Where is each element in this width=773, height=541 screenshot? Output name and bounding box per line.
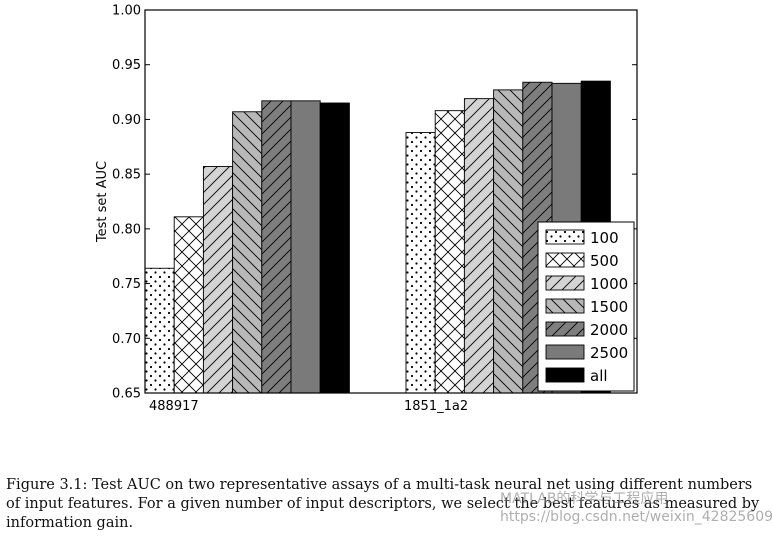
y-axis-label: Test set AUC: [95, 161, 110, 243]
legend-label: 2500: [590, 344, 628, 362]
y-tick-label: 1.00: [112, 4, 141, 19]
y-tick-label: 0.65: [112, 387, 141, 402]
watermark-line-2: https://blog.csdn.net/weixin_42825609: [500, 509, 773, 525]
y-axis: 0.65 0.70 0.75 0.80 0.85 0.90 0.95 1.00: [112, 4, 637, 402]
legend: 100 500 1000 1500 2000 2500 all: [537, 221, 635, 392]
bar-2500-488917: [290, 100, 321, 394]
plot-frame: [144, 9, 638, 394]
bar-chart: 0.65 0.70 0.75 0.80 0.85 0.90 0.95 1.00 488917 1…: [95, 4, 638, 414]
bar-1000-1851_1a2: [463, 98, 495, 394]
legend-label: 100: [590, 229, 619, 247]
legend-label: 1500: [590, 298, 628, 316]
legend-swatch: [545, 367, 585, 383]
bar-1500-488917: [232, 111, 263, 394]
legend-swatch: [545, 275, 585, 291]
bar-500-488917: [173, 216, 204, 394]
y-tick-label: 0.85: [112, 168, 141, 183]
legend-swatch: [545, 344, 585, 360]
bar-1500-1851_1a2: [493, 89, 524, 394]
x-axis: 488917 1851_1a2: [149, 399, 468, 414]
bar-100-1851_1a2: [405, 132, 436, 394]
y-tick-label: 0.95: [112, 58, 141, 73]
bar-500-1851_1a2: [434, 110, 465, 394]
legend-label: 2000: [590, 321, 628, 339]
y-tick-label: 0.80: [112, 222, 141, 237]
bar-all-488917: [319, 102, 350, 394]
bar-100-488917: [144, 267, 175, 394]
y-tick-label: 0.75: [112, 277, 141, 292]
legend-label: 1000: [590, 275, 628, 293]
legend-swatch: [545, 252, 585, 268]
y-tick-label: 0.90: [112, 113, 141, 128]
bar-2000-488917: [261, 100, 292, 394]
bar-1000-488917: [202, 166, 234, 394]
figure-caption: Figure 3.1: Test AUC on two representati…: [6, 477, 760, 531]
legend-label: 500: [590, 252, 619, 270]
y-tick-label: 0.70: [112, 332, 141, 347]
legend-swatch: [545, 321, 585, 337]
watermark-line-1: MATLAB的科学与工程应用: [500, 491, 669, 507]
x-category-label: 488917: [149, 399, 199, 414]
legend-swatch: [545, 298, 585, 314]
x-category-label: 1851_1a2: [404, 399, 468, 414]
legend-swatch: [545, 229, 585, 245]
legend-label: all: [590, 367, 608, 385]
watermark: MATLAB的科学与工程应用 https://blog.csdn.net/wei…: [500, 490, 773, 526]
